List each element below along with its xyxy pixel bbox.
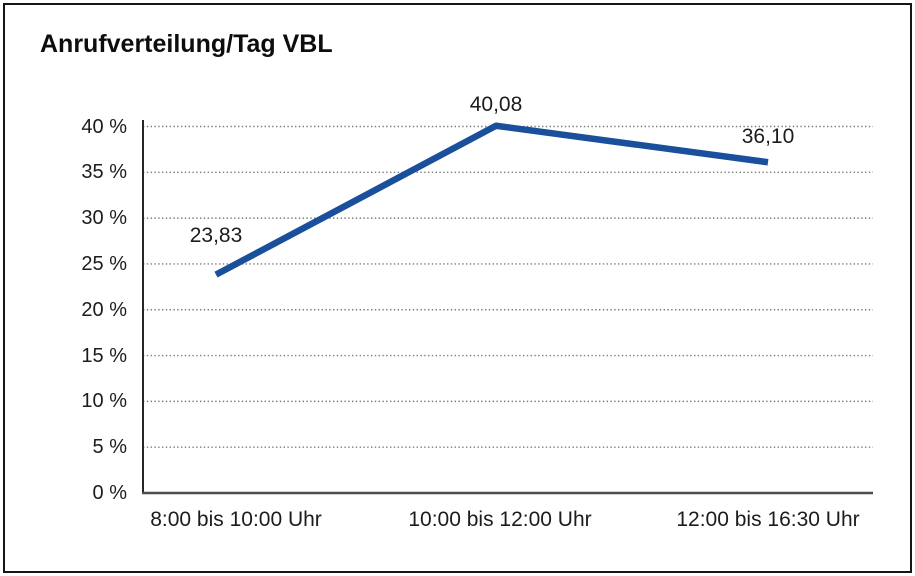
- data-point-label: 23,83: [189, 223, 243, 247]
- x-axis-category-label: 12:00 bis 16:30 Uhr: [676, 508, 860, 531]
- chart-title: Anrufverteilung/Tag VBL: [40, 30, 333, 58]
- data-series-line: [214, 122, 769, 278]
- y-axis-tick-label: 5 %: [92, 436, 127, 459]
- chart-outer-border: [3, 3, 912, 573]
- y-axis-tick-label: 30 %: [81, 207, 127, 230]
- y-axis-tick-label: 35 %: [81, 161, 127, 184]
- y-axis-tick-label: 20 %: [81, 298, 127, 321]
- x-axis-category-label: 10:00 bis 12:00 Uhr: [408, 508, 592, 531]
- y-axis-tick-label: 40 %: [81, 115, 127, 138]
- data-point-label: 36,10: [741, 125, 795, 149]
- data-point-label: 40,08: [469, 92, 523, 116]
- y-axis-tick-label: 25 %: [81, 252, 127, 275]
- y-axis-tick-label: 10 %: [81, 390, 127, 413]
- y-axis-tick-label: 0 %: [92, 482, 127, 504]
- x-axis-category-label: 8:00 bis 10:00 Uhr: [150, 508, 322, 531]
- y-axis-tick-label: 15 %: [81, 344, 127, 367]
